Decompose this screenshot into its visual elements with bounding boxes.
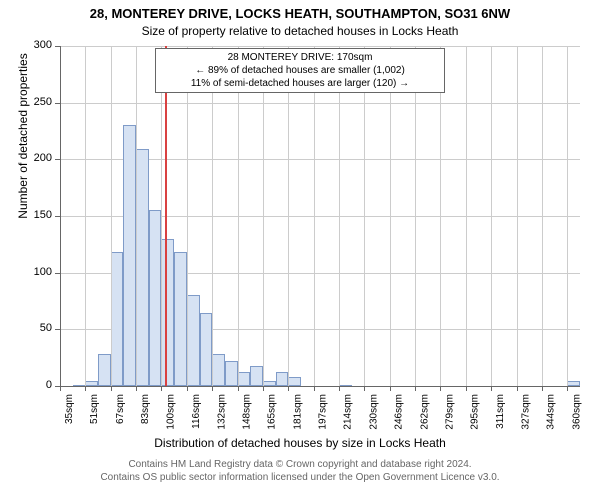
gridline — [60, 103, 580, 104]
xtick-label: 35sqm — [64, 394, 75, 424]
xtick-label: 230sqm — [368, 394, 379, 430]
chart-footer: Contains HM Land Registry data © Crown c… — [0, 458, 600, 484]
gridline — [187, 46, 188, 386]
xtick-label: 132sqm — [216, 394, 227, 430]
xtick-label: 344sqm — [546, 394, 557, 430]
ytick-label: 0 — [12, 379, 52, 391]
histogram-bar — [200, 313, 213, 386]
histogram-bar — [276, 372, 289, 386]
xtick-label: 214sqm — [343, 394, 354, 430]
x-axis-line — [60, 386, 580, 387]
chart-title: 28, MONTEREY DRIVE, LOCKS HEATH, SOUTHAM… — [0, 6, 600, 21]
histogram-bar — [149, 210, 162, 386]
ytick-label: 100 — [12, 266, 52, 278]
gridline — [415, 46, 416, 386]
histogram-bar — [288, 377, 301, 386]
xtick-label: 165sqm — [267, 394, 278, 430]
xtick-label: 116sqm — [191, 394, 202, 429]
gridline — [440, 46, 441, 386]
xtick-label: 100sqm — [165, 394, 176, 430]
gridline — [263, 46, 264, 386]
xtick-label: 360sqm — [571, 394, 582, 430]
footer-line-2: Contains OS public sector information li… — [0, 471, 600, 484]
xtick-label: 311sqm — [495, 394, 506, 429]
ytick-label: 200 — [12, 152, 52, 164]
histogram-bar — [212, 354, 225, 386]
gridline — [314, 46, 315, 386]
annotation-line-2: ← 89% of detached houses are smaller (1,… — [160, 64, 440, 77]
gridline — [85, 46, 86, 386]
plot-area — [60, 46, 580, 386]
gridline — [390, 46, 391, 386]
gridline — [517, 46, 518, 386]
gridline — [466, 46, 467, 386]
gridline — [567, 46, 568, 386]
xtick-label: 51sqm — [89, 394, 100, 424]
gridline — [491, 46, 492, 386]
gridline — [161, 46, 162, 386]
gridline — [136, 46, 137, 386]
xtick-label: 279sqm — [445, 394, 456, 430]
gridline — [364, 46, 365, 386]
histogram-bar — [250, 366, 263, 386]
ytick-label: 150 — [12, 209, 52, 221]
xtick-label: 197sqm — [318, 394, 329, 430]
xtick-label: 327sqm — [521, 394, 532, 430]
xtick-label: 148sqm — [242, 394, 253, 430]
x-axis-label: Distribution of detached houses by size … — [0, 436, 600, 450]
histogram-bar — [174, 252, 187, 386]
chart-container: { "chart": { "type": "histogram", "title… — [0, 0, 600, 500]
histogram-bar — [161, 239, 174, 386]
histogram-bar — [225, 361, 238, 386]
histogram-bar — [111, 252, 124, 386]
histogram-bar — [238, 372, 251, 386]
xtick-label: 67sqm — [115, 394, 126, 424]
gridline — [288, 46, 289, 386]
gridline — [111, 46, 112, 386]
chart-subtitle: Size of property relative to detached ho… — [0, 24, 600, 38]
gridline — [60, 46, 580, 47]
ytick-label: 250 — [12, 96, 52, 108]
gridline — [212, 46, 213, 386]
y-axis-line — [60, 46, 61, 386]
histogram-bar — [123, 125, 136, 386]
gridline — [238, 46, 239, 386]
xtick-label: 262sqm — [419, 394, 430, 430]
annotation-box: 28 MONTEREY DRIVE: 170sqm ← 89% of detac… — [155, 48, 445, 93]
xtick-label: 83sqm — [140, 394, 151, 424]
xtick-label: 246sqm — [394, 394, 405, 430]
ytick-label: 50 — [12, 322, 52, 334]
xtick-label: 181sqm — [292, 394, 303, 430]
marker-line — [165, 46, 167, 386]
gridline — [542, 46, 543, 386]
annotation-line-3: 11% of semi-detached houses are larger (… — [160, 77, 440, 90]
histogram-bar — [98, 354, 111, 386]
gridline — [339, 46, 340, 386]
footer-line-1: Contains HM Land Registry data © Crown c… — [0, 458, 600, 471]
ytick-label: 300 — [12, 39, 52, 51]
histogram-bar — [187, 295, 200, 386]
histogram-bar — [136, 149, 149, 386]
annotation-line-1: 28 MONTEREY DRIVE: 170sqm — [160, 51, 440, 64]
xtick-label: 295sqm — [470, 394, 481, 430]
